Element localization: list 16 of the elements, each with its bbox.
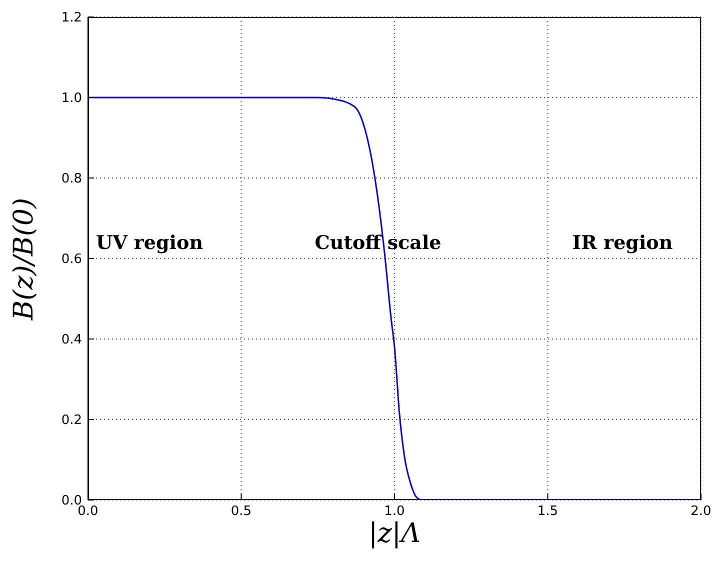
x-tick-label: 1.5 <box>537 504 558 520</box>
annotation: UV region <box>96 232 204 254</box>
y-axis-title: B(z)/B(0) <box>8 196 40 322</box>
y-tick-label: 0.2 <box>61 413 82 428</box>
x-axis-title: |z|Λ <box>368 518 422 549</box>
y-tick-label: 1.0 <box>61 91 82 106</box>
y-tick-label: 0.8 <box>61 172 82 187</box>
x-tick-label: 1.0 <box>384 504 405 520</box>
annotation: Cutoff scale <box>314 232 442 254</box>
x-tick-label: 2.0 <box>690 504 712 520</box>
y-tick-label: 0.4 <box>61 332 82 348</box>
y-tick-label: 0.6 <box>61 252 82 268</box>
annotation: IR region <box>572 232 673 254</box>
y-tick-label: 1.2 <box>61 10 82 26</box>
x-tick-label: 0.5 <box>230 504 252 520</box>
x-tick-label: 0.0 <box>78 504 98 520</box>
